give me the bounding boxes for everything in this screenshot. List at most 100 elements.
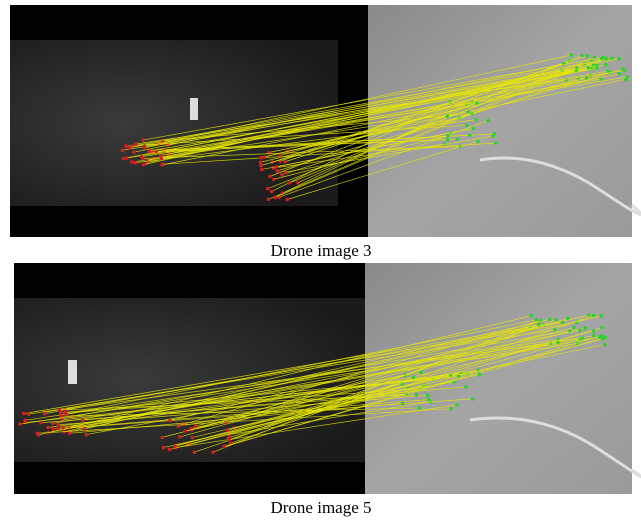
keypoint [194, 424, 198, 428]
keypoint [601, 337, 605, 341]
keypoint [132, 150, 136, 154]
keypoint [63, 408, 67, 412]
drone-image [14, 298, 365, 462]
keypoint [141, 138, 145, 142]
keypoint [267, 197, 271, 201]
keypoint [85, 433, 89, 437]
keypoint [178, 435, 182, 439]
keypoint [162, 446, 166, 450]
keypoint [537, 323, 541, 327]
keypoint [22, 412, 26, 416]
keypoint [584, 326, 588, 330]
keypoint [553, 328, 557, 332]
keypoint [412, 376, 416, 380]
keypoint [474, 118, 478, 122]
keypoint [133, 161, 137, 165]
keypoint [471, 397, 475, 401]
keypoint [259, 164, 263, 168]
keypoint [225, 428, 229, 432]
keypoint [491, 134, 495, 138]
keypoint [173, 445, 177, 449]
keypoint [578, 329, 582, 333]
keypoint [618, 72, 622, 76]
keypoint [475, 101, 479, 105]
keypoint [46, 426, 50, 430]
keypoint [280, 173, 284, 177]
keypoint [572, 325, 576, 329]
keypoint [603, 343, 607, 347]
keypoint [586, 54, 590, 58]
keypoint [58, 408, 62, 412]
keypoint [580, 54, 584, 58]
keypoint [193, 450, 197, 454]
keypoint [285, 198, 289, 202]
page: {"figures": [{"caption": "Drone image 3"… [0, 0, 641, 523]
keypoint [446, 138, 450, 142]
keypoint [130, 160, 134, 164]
keypoint [39, 421, 43, 425]
keypoint [419, 371, 423, 375]
keypoint [128, 146, 132, 150]
keypoint [600, 326, 604, 330]
keypoint [125, 156, 129, 160]
keypoint [476, 140, 480, 144]
keypoint [592, 314, 596, 318]
keypoint [449, 407, 453, 411]
keypoint [561, 321, 565, 325]
keypoint [599, 314, 603, 318]
keypoint [260, 168, 264, 172]
keypoint [486, 119, 490, 123]
keypoint [625, 75, 629, 79]
keypoint [227, 436, 231, 440]
caption: Drone image 5 [270, 498, 371, 517]
keypoint [160, 163, 164, 167]
keypoint [595, 66, 599, 70]
keypoint [417, 406, 421, 410]
keypoint [455, 403, 459, 407]
keypoint [598, 335, 602, 339]
keypoint [464, 385, 468, 389]
keypoint [273, 196, 277, 200]
keypoint [43, 412, 47, 416]
keypoint [548, 318, 552, 322]
keypoint [222, 445, 226, 449]
keypoint [259, 156, 263, 160]
keypoint [142, 146, 146, 150]
caption: Drone image 3 [270, 241, 371, 260]
keypoint [263, 155, 267, 159]
keypoint [278, 154, 282, 158]
keypoint [617, 57, 621, 61]
keypoint [401, 402, 405, 406]
keypoint [275, 169, 279, 173]
keypoint [211, 450, 215, 454]
keypoint [27, 412, 31, 416]
keypoint [414, 393, 418, 397]
keypoint [494, 141, 498, 145]
keypoint [270, 190, 274, 194]
keypoint [266, 187, 270, 191]
building [190, 98, 198, 120]
keypoint [455, 137, 459, 141]
figure: Drone image 3 Drone image 5 [0, 0, 641, 523]
keypoint [268, 175, 272, 179]
keypoint [134, 142, 138, 146]
keypoint [446, 134, 450, 138]
keypoint [554, 318, 558, 322]
keypoint [124, 144, 128, 148]
keypoint [168, 448, 172, 452]
keypoint [468, 133, 472, 137]
keypoint [190, 436, 194, 440]
keypoint [68, 431, 72, 435]
keypoint [140, 155, 144, 159]
keypoint [466, 110, 470, 114]
keypoint [600, 57, 604, 61]
keypoint [18, 422, 22, 426]
keypoint [272, 177, 276, 181]
keypoint [121, 157, 125, 161]
keypoint [529, 314, 533, 318]
keypoint [83, 427, 87, 431]
keypoint [446, 114, 450, 118]
keypoint [604, 63, 608, 67]
keypoint [592, 334, 596, 338]
keypoint [585, 76, 589, 80]
